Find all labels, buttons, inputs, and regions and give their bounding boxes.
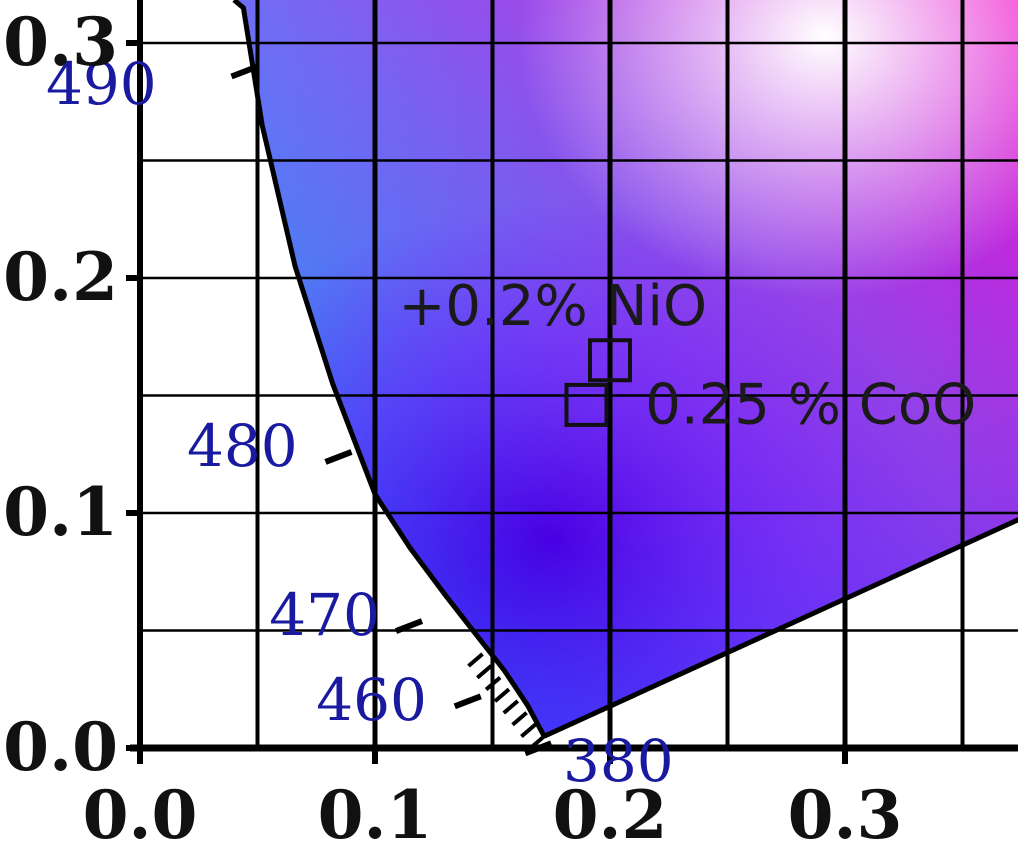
x-tick-label: 0.3 bbox=[788, 776, 903, 850]
x-tick-label: 0.2 bbox=[553, 776, 668, 850]
data-point-label: +0.2% NiO bbox=[399, 274, 708, 339]
locus-tick bbox=[476, 664, 493, 680]
y-tick-label: 0.2 bbox=[3, 238, 118, 316]
locus-tick bbox=[484, 675, 502, 692]
y-tick-label: 0.3 bbox=[3, 3, 118, 81]
data-point-marker bbox=[564, 382, 609, 427]
wavelength-label: 470 bbox=[269, 581, 380, 649]
wavelength-label: 480 bbox=[187, 412, 298, 480]
locus-tick bbox=[493, 687, 511, 703]
locus-tick bbox=[467, 652, 484, 668]
y-tick-label: 0.0 bbox=[3, 708, 118, 786]
data-point-label: 0.25 % CoO bbox=[645, 373, 976, 438]
purple-line bbox=[543, 517, 1018, 739]
spectral-locus bbox=[232, 0, 1018, 750]
wavelength-label: 460 bbox=[316, 666, 427, 734]
data-point-marker bbox=[588, 338, 632, 383]
grid-lines bbox=[140, 0, 1018, 748]
wavelength-tick bbox=[324, 449, 353, 465]
x-tick-label: 0.0 bbox=[83, 776, 198, 850]
wavelength-tick bbox=[524, 740, 553, 757]
locus-tick bbox=[511, 711, 528, 727]
y-tick-label: 0.1 bbox=[3, 473, 118, 551]
locus-tick bbox=[502, 699, 520, 715]
wavelength-label: 380 bbox=[563, 727, 674, 795]
wavelength-labels: 490 480 470 460 380 bbox=[46, 50, 674, 795]
wavelength-label: 490 bbox=[46, 50, 157, 118]
locus-tick bbox=[528, 734, 546, 750]
x-tick-label: 0.1 bbox=[318, 776, 433, 850]
spectral-locus-curve bbox=[232, 0, 547, 738]
wavelength-tick bbox=[230, 63, 259, 80]
wavelength-tick bbox=[394, 618, 424, 634]
data-points: +0.2% NiO 0.25 % CoO bbox=[399, 274, 977, 438]
locus-tick bbox=[520, 722, 537, 739]
wavelength-tick bbox=[453, 693, 482, 710]
y-tick-labels: 0.0 0.1 0.2 0.3 bbox=[3, 3, 118, 786]
x-tick-labels: 0.0 0.1 0.2 0.3 bbox=[83, 776, 903, 850]
axes bbox=[126, 0, 1018, 764]
